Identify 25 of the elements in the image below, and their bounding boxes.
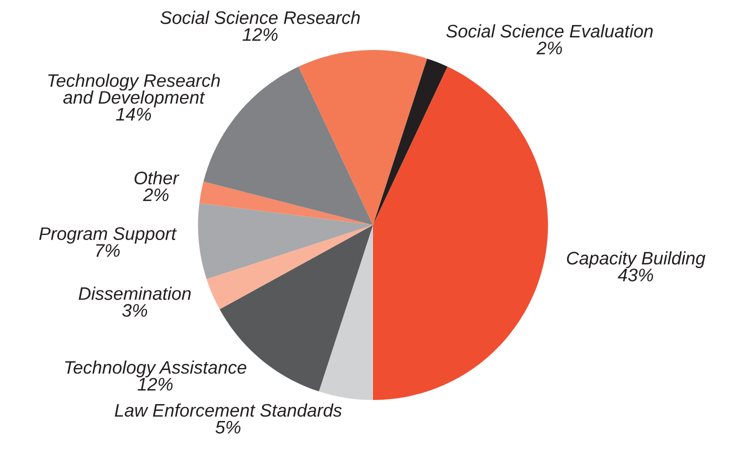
data-label: 12% bbox=[138, 378, 173, 391]
data-label: 43% bbox=[618, 268, 654, 282]
data-label: 3% bbox=[122, 304, 148, 317]
slice-label: Dissemination bbox=[78, 286, 191, 300]
data-label: 14% bbox=[116, 108, 151, 121]
slice-label: Law Enforcement Standards bbox=[114, 403, 342, 417]
pie-slice bbox=[199, 181, 373, 225]
slice-label: Program Support bbox=[39, 227, 177, 244]
slice-label: Technology Assistance bbox=[65, 360, 246, 378]
pie-slice bbox=[298, 50, 428, 225]
data-label: 7% bbox=[96, 244, 120, 257]
slice-label: Capacity Building bbox=[566, 251, 706, 268]
data-label: 2% bbox=[536, 42, 562, 54]
data-label: 2% bbox=[143, 188, 168, 202]
pie-slice bbox=[206, 225, 373, 310]
pie-slice bbox=[318, 225, 373, 400]
data-label: 5% bbox=[216, 420, 240, 434]
slice-label: Technology Research and Development bbox=[48, 74, 220, 108]
slice-label: Social Science Research bbox=[160, 10, 360, 24]
data-label: 12% bbox=[242, 28, 278, 41]
pie-slice bbox=[373, 66, 548, 400]
slice-label: Social Science Evaluation bbox=[446, 24, 653, 38]
slice-label: Other bbox=[134, 171, 180, 184]
pie-slice bbox=[373, 58, 448, 225]
pie-slice bbox=[198, 203, 373, 280]
